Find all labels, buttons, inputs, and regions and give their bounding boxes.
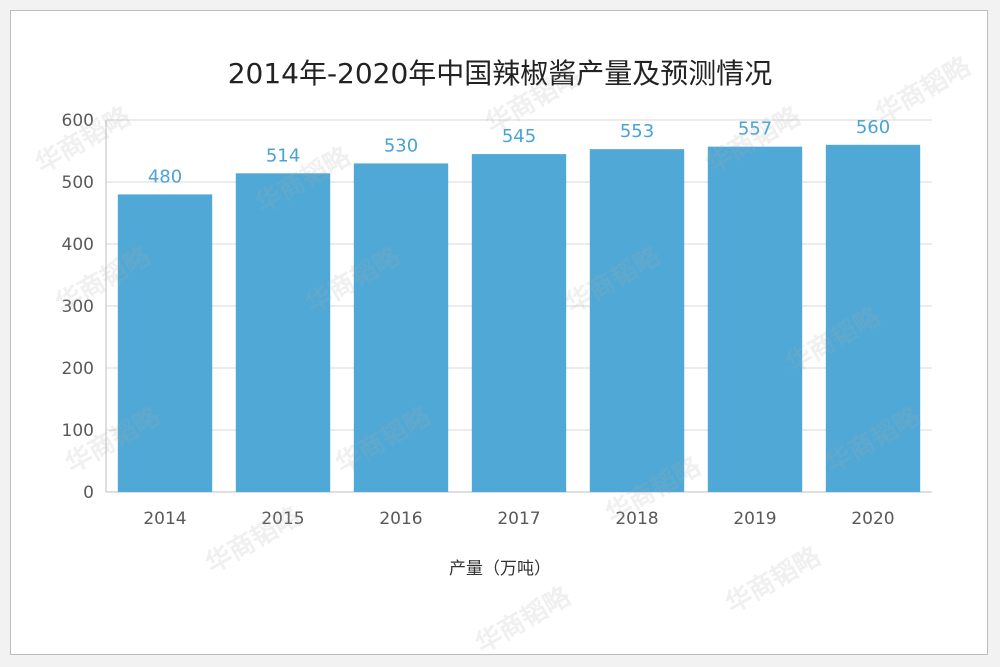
- x-axis-label: 产量（万吨）: [449, 559, 551, 579]
- y-tick-label: 500: [62, 173, 94, 193]
- x-tick-label: 2014: [143, 509, 186, 529]
- bar: [235, 173, 331, 492]
- y-tick-label: 100: [62, 421, 94, 441]
- bar: [825, 144, 921, 493]
- x-tick-label: 2020: [851, 509, 894, 529]
- bar: [117, 194, 213, 492]
- bar: [353, 163, 449, 492]
- y-tick-label: 600: [62, 111, 94, 131]
- data-label: 480: [148, 166, 182, 187]
- bar: [589, 149, 685, 492]
- y-tick-label: 400: [62, 235, 94, 255]
- x-tick-label: 2017: [497, 509, 540, 529]
- x-tick-label: 2018: [615, 509, 658, 529]
- data-label: 560: [856, 117, 890, 138]
- bar: [707, 146, 803, 492]
- x-tick-label: 2015: [261, 509, 304, 529]
- y-tick-label: 200: [62, 359, 94, 379]
- bar: [471, 154, 567, 492]
- x-tick-label: 2016: [379, 509, 422, 529]
- data-label: 553: [620, 121, 654, 142]
- chart-title: 2014年-2020年中国辣椒酱产量及预测情况: [227, 57, 773, 90]
- data-label: 514: [266, 145, 300, 166]
- y-tick-label: 0: [83, 483, 94, 503]
- data-label: 545: [502, 126, 536, 147]
- data-label: 530: [384, 135, 418, 156]
- data-label: 557: [738, 119, 772, 140]
- y-tick-label: 300: [62, 297, 94, 317]
- x-tick-label: 2019: [733, 509, 776, 529]
